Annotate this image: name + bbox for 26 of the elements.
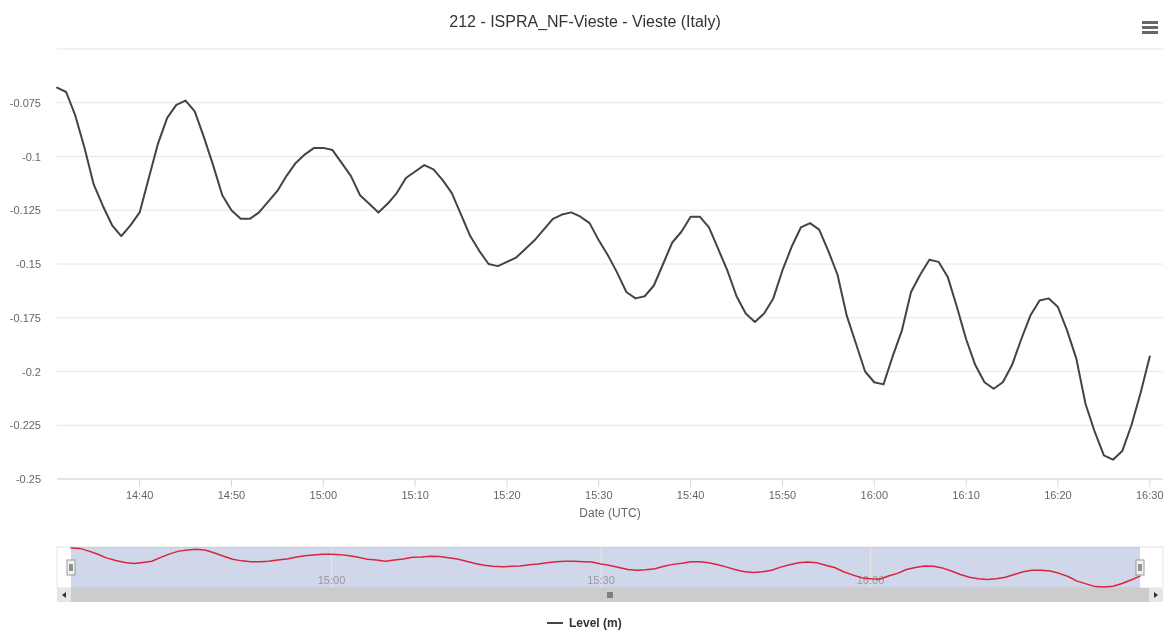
x-tick-label: 14:40	[125, 489, 154, 501]
x-tick-label: 15:20	[493, 489, 521, 501]
x-axis-title: Date (UTC)	[579, 506, 641, 520]
y-tick-label: -0.25	[15, 473, 41, 485]
chart-title: 212 - ISPRA_NF-Vieste - Vieste (Italy)	[449, 13, 721, 31]
x-tick-label: 15:10	[401, 489, 429, 501]
x-tick-label: 15:30	[587, 574, 615, 586]
x-tick-label: 16:10	[952, 489, 980, 501]
y-tick-label: -0.075	[9, 96, 41, 109]
x-tick-label: 15:00	[309, 489, 338, 501]
y-tick-label: -0.125	[9, 204, 41, 217]
x-tick-label: 16:30	[1136, 489, 1164, 501]
x-tick-label: 14:50	[217, 489, 246, 501]
y-tick-label: -0.2	[22, 365, 41, 378]
line-series	[56, 86, 1151, 461]
x-tick-label: 16:00	[860, 489, 889, 501]
x-tick-label: 15:30	[585, 489, 613, 501]
x-tick-label: 15:00	[317, 574, 346, 586]
legend-label: Level (m)	[569, 616, 622, 630]
x-tick-label: 15:50	[768, 489, 797, 501]
y-tick-label: -0.225	[9, 419, 41, 432]
y-tick-label: -0.15	[15, 258, 41, 270]
x-tick-label: 15:40	[676, 489, 705, 501]
y-tick-label: -0.1	[22, 150, 41, 163]
x-tick-label: 16:20	[1044, 489, 1072, 501]
y-tick-label: -0.175	[9, 311, 41, 324]
